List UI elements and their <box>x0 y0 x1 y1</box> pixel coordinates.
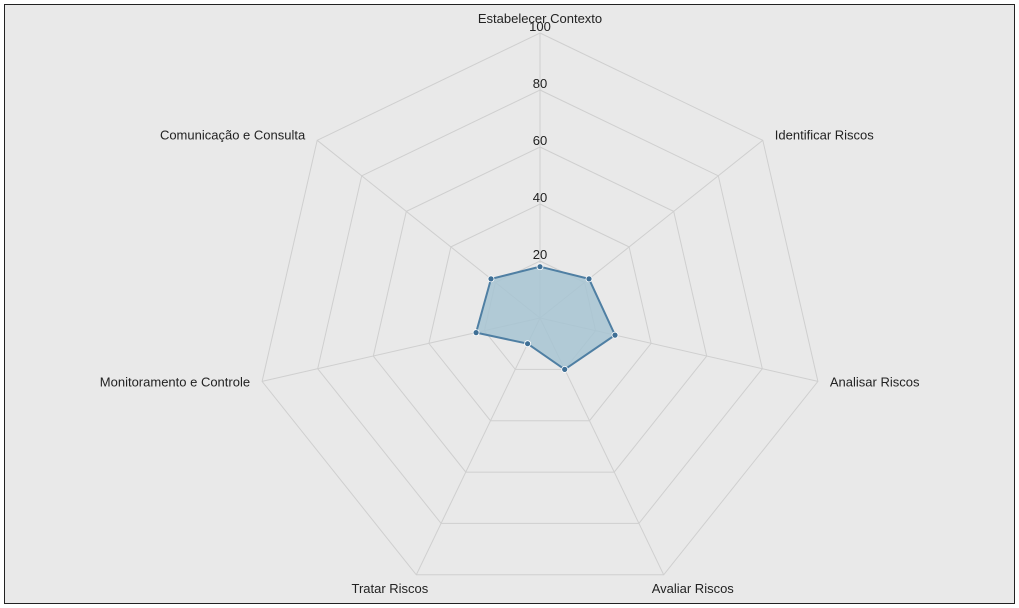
axis-label: Analisar Riscos <box>830 374 920 389</box>
data-point[interactable] <box>561 365 569 373</box>
axis-label: Tratar Riscos <box>351 581 428 596</box>
grid-ring <box>428 203 652 422</box>
axis-label: Estabelecer Contexto <box>478 11 602 26</box>
data-point[interactable] <box>536 263 544 271</box>
radar-axis-labels: Estabelecer Contexto Identificar Riscos An… <box>100 11 920 596</box>
data-point[interactable] <box>487 275 495 283</box>
axis-label: Avaliar Riscos <box>652 581 735 596</box>
grid-ring <box>317 89 763 524</box>
tick-label: 80 <box>533 76 547 91</box>
series-area <box>474 265 617 371</box>
axis-spoke <box>415 317 541 576</box>
tick-label: 20 <box>533 247 547 262</box>
grid-ring <box>261 32 819 576</box>
data-point[interactable] <box>585 275 593 283</box>
tick-label: 100 <box>529 19 551 34</box>
data-point[interactable] <box>524 340 531 348</box>
grid-ring <box>372 146 708 473</box>
tick-label: 60 <box>533 133 547 148</box>
data-point[interactable] <box>611 331 619 339</box>
data-point[interactable] <box>472 329 480 337</box>
axis-label: Identificar Riscos <box>775 127 874 142</box>
axis-label: Comunicação e Consulta <box>160 127 306 142</box>
radar-tick-labels: 20 40 60 80 100 <box>529 19 551 262</box>
tick-label: 40 <box>533 190 547 205</box>
axis-label: Monitoramento e Controle <box>100 374 250 389</box>
radar-series-layer <box>472 263 619 373</box>
